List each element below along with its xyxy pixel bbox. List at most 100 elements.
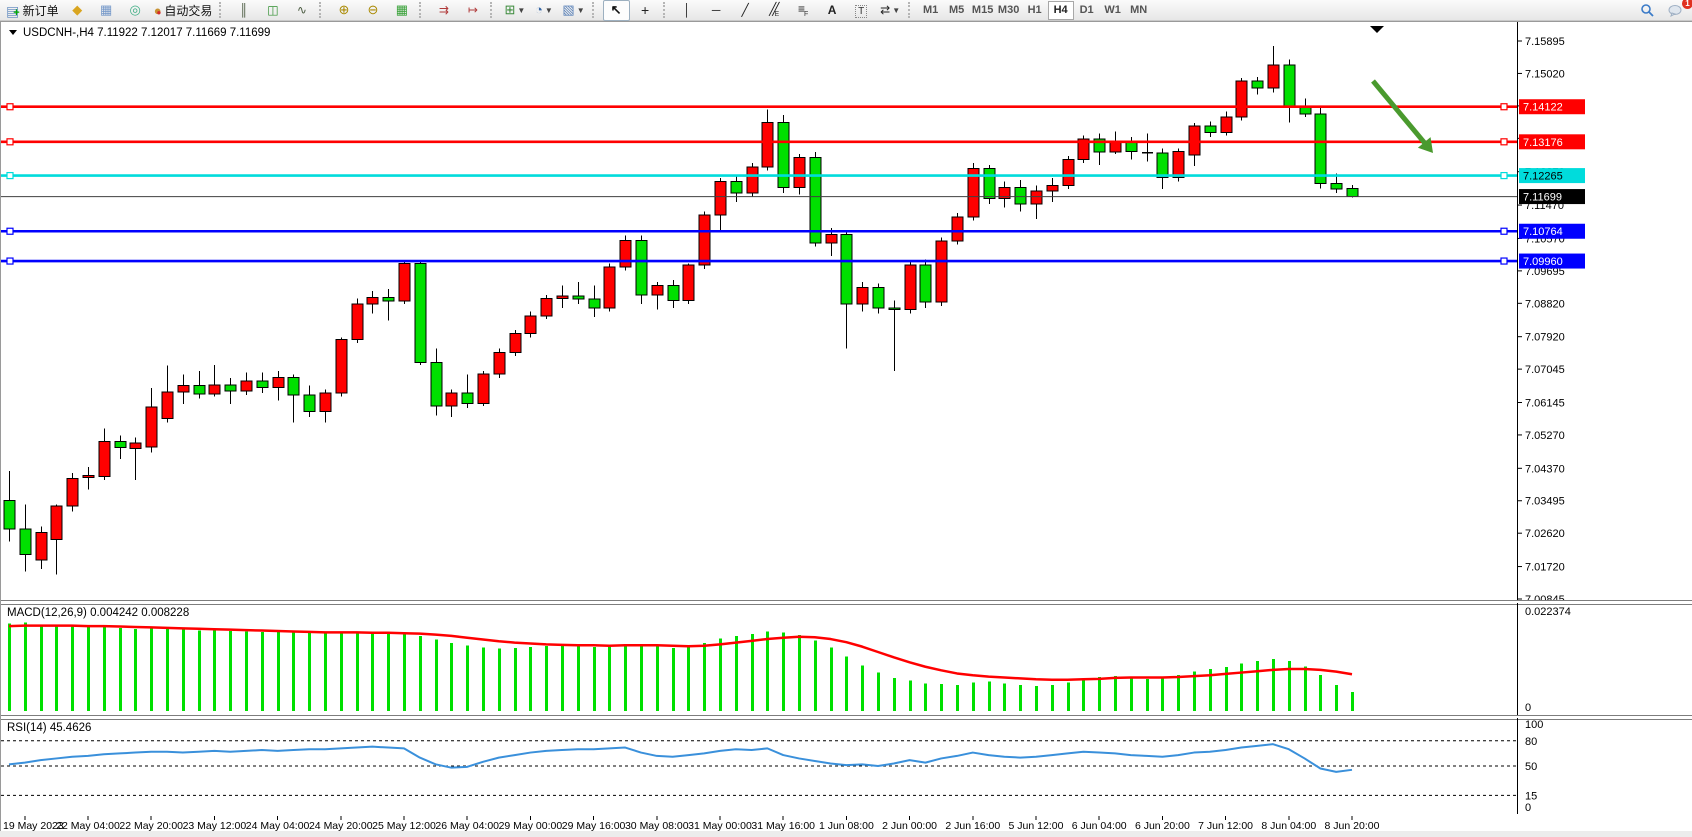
- time-tick-label: 2 Jun 00:00: [882, 820, 937, 832]
- hline-handle[interactable]: [1500, 103, 1508, 111]
- zoom-in-button[interactable]: ⊕: [330, 0, 357, 21]
- hline-handle[interactable]: [1500, 257, 1508, 265]
- new-chart-button[interactable]: ⊞ ▼: [501, 0, 528, 21]
- hline-handle[interactable]: [6, 171, 14, 180]
- periods-button[interactable]: ◔ ▼: [530, 0, 557, 21]
- candlestick-chart-icon: ◫: [267, 3, 279, 17]
- chart-shift-button[interactable]: ↦: [459, 0, 486, 21]
- auto-scroll-button[interactable]: ⇉: [430, 0, 457, 21]
- hline-handle[interactable]: [6, 138, 14, 146]
- equidistant-channel-button[interactable]: ╱╱E: [761, 0, 788, 21]
- hline-handle[interactable]: [1500, 138, 1508, 146]
- search-button[interactable]: [1633, 0, 1660, 21]
- candlestick-chart-button[interactable]: ◫: [259, 0, 286, 21]
- hline-price-badge: [1519, 168, 1585, 184]
- metaeditor-button[interactable]: ◆: [64, 0, 91, 21]
- macd-signal-line: [8, 624, 1353, 681]
- time-tick-label: 22 May 04:00: [56, 820, 120, 832]
- fibonacci-button[interactable]: ≡F: [790, 0, 817, 21]
- zoom-out-button[interactable]: ⊖: [359, 0, 386, 21]
- time-tick-label: 31 May 00:00: [688, 820, 752, 832]
- dropdown-caret-icon: ▼: [576, 5, 585, 15]
- price-chart-canvas[interactable]: 7.158957.150207.141457.132707.123707.114…: [1, 22, 1692, 600]
- tile-windows-icon: ▦: [395, 2, 409, 17]
- rsi-axis-tick-label: 15: [1525, 790, 1537, 802]
- hline-price-badge-label: 7.14122: [1523, 102, 1563, 114]
- hline-handle[interactable]: [1500, 227, 1508, 235]
- equidistant-channel-icon: ╱╱E: [769, 1, 780, 19]
- timeframe-w1-button[interactable]: W1: [1104, 4, 1121, 16]
- time-tick-label: 2 Jun 16:00: [945, 820, 1000, 832]
- price-chart-panel[interactable]: 7.158957.150207.141457.132707.123707.114…: [1, 22, 1692, 600]
- dropdown-caret-icon: ▼: [517, 5, 526, 15]
- cursor-button[interactable]: ↖: [602, 0, 630, 21]
- timeframe-m30-button[interactable]: M30: [997, 4, 1020, 16]
- trendline-button[interactable]: ╱: [732, 0, 759, 21]
- new-order-button[interactable]: ▤+ 新订单: [3, 0, 62, 21]
- templates-icon: ▧: [562, 2, 575, 17]
- time-tick-label: 6 Jun 20:00: [1135, 820, 1190, 832]
- vertical-line-button[interactable]: │: [674, 0, 701, 21]
- hline-handle[interactable]: [6, 227, 14, 235]
- macd-axis-min-label: 0: [1525, 702, 1531, 714]
- current-price-badge-label: 7.11699: [1523, 192, 1562, 204]
- price-tick-label: 7.15020: [1525, 68, 1565, 80]
- timeframe-m15-button[interactable]: M15: [971, 4, 994, 16]
- text-label-button[interactable]: T: [848, 0, 875, 21]
- chat-button[interactable]: 1: [1662, 0, 1692, 21]
- timeframe-h1-button[interactable]: H1: [1027, 4, 1042, 16]
- chart-window[interactable]: 7.158957.150207.141457.132707.123707.114…: [0, 21, 1692, 832]
- price-tick-label: 7.07045: [1525, 364, 1565, 376]
- time-tick-label: 29 May 16:00: [562, 820, 626, 832]
- auto-trading-icon: ●●: [153, 3, 162, 18]
- hline-price-badge-label: 7.10764: [1523, 226, 1563, 238]
- time-tick-label: 19 May 2023: [3, 820, 64, 832]
- rsi-canvas[interactable]: 100 80 50 150 RSI(14) 45.4626: [1, 718, 1692, 814]
- panel-separator[interactable]: [1, 600, 1692, 605]
- price-tick-label: 7.06145: [1525, 397, 1565, 409]
- time-tick-label: 23 May 12:00: [183, 820, 247, 832]
- horizontal-line-button[interactable]: ─: [703, 0, 730, 21]
- text-button[interactable]: A: [819, 0, 846, 21]
- signals-button[interactable]: ◎: [122, 0, 149, 21]
- hline-price-badge-label: 7.12265: [1523, 171, 1563, 183]
- time-tick-label: 24 May 04:00: [246, 820, 310, 832]
- timeframe-m1-button[interactable]: M1: [922, 4, 939, 16]
- hline-handle[interactable]: [6, 103, 14, 111]
- templates-button[interactable]: ▧ ▼: [559, 0, 587, 21]
- chart-symbol-dropdown-icon[interactable]: [9, 30, 17, 35]
- price-tick-label: 7.00845: [1525, 594, 1565, 600]
- macd-axis-max-label: 0.022374: [1525, 606, 1571, 618]
- time-tick-label: 31 May 16:00: [751, 820, 815, 832]
- time-axis[interactable]: 19 May 2023 22 May 04:00 22 May 20:00 23 Ma…: [1, 816, 1692, 832]
- toolbar-separator: [219, 2, 226, 18]
- timeframe-mn-button[interactable]: MN: [1130, 4, 1148, 16]
- macd-indicator-panel[interactable]: 0.022374 0 MACD(12,26,9) 0.004242 0.008228: [1, 603, 1692, 715]
- new-chart-icon: ⊞: [504, 2, 516, 17]
- terminal-icon: ▦: [100, 2, 113, 17]
- vertical-line-icon: │: [683, 3, 691, 17]
- price-tick-label: 7.03495: [1525, 496, 1565, 508]
- timeframe-m5-button[interactable]: M5: [948, 4, 965, 16]
- hline-handle[interactable]: [1500, 171, 1508, 180]
- trend-arrow[interactable]: [1371, 79, 1429, 147]
- arrows-icon: ⇄: [880, 3, 891, 17]
- hline-handle[interactable]: [6, 257, 14, 265]
- macd-canvas[interactable]: 0.022374 0 MACD(12,26,9) 0.004242 0.008228: [1, 603, 1692, 715]
- rsi-indicator-panel[interactable]: 100 80 50 15 0 RSI(14) 45.4626: [1, 718, 1692, 814]
- panel-separator[interactable]: [1, 715, 1692, 720]
- timeframe-d1-button[interactable]: D1: [1079, 4, 1094, 16]
- auto-trading-button[interactable]: ●● 自动交易: [151, 0, 216, 21]
- line-chart-button[interactable]: ∿: [288, 0, 315, 21]
- bar-chart-button[interactable]: ║: [230, 0, 257, 21]
- tile-windows-button[interactable]: ▦: [388, 0, 415, 21]
- time-tick-label: 24 May 20:00: [309, 820, 373, 832]
- crosshair-button[interactable]: +: [632, 0, 659, 21]
- time-tick-label: 30 May 08:00: [625, 820, 689, 832]
- terminal-button[interactable]: ▦: [93, 0, 120, 21]
- timeframe-h4-button[interactable]: H4: [1047, 0, 1074, 20]
- chat-unread-badge: 1: [1682, 0, 1692, 9]
- arrows-button[interactable]: ⇄ ▼: [877, 0, 904, 21]
- trendline-icon: ╱: [741, 3, 749, 17]
